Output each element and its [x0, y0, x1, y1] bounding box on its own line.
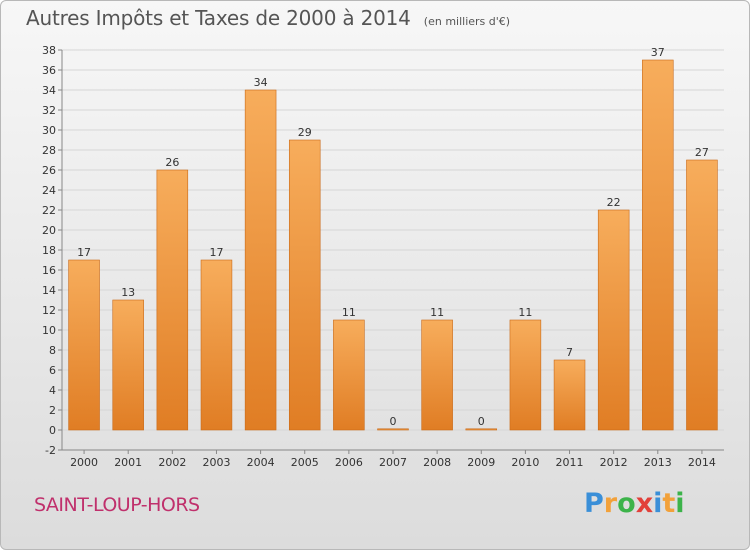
- x-tick-label-2009: 2009: [467, 456, 495, 469]
- chart-subtitle: (en milliers d'€): [423, 15, 511, 28]
- x-tick-label-2014: 2014: [688, 456, 716, 469]
- bar-2012: [597, 209, 630, 431]
- proxiti-logo: Proxiti: [584, 488, 685, 519]
- bar-2004: [244, 89, 277, 431]
- x-tick-label-2010: 2010: [511, 456, 539, 469]
- x-tick-label-2006: 2006: [335, 456, 363, 469]
- logo-letter: i: [675, 488, 685, 519]
- logo-letter: x: [635, 488, 654, 519]
- value-labels: 17 13 26 17 34 29 11 0 11 0 11 7 22 37 27: [77, 46, 709, 428]
- x-tick-label-2011: 2011: [556, 456, 584, 469]
- y-tick-label: 36: [42, 64, 56, 77]
- value-label-2000: 17: [77, 246, 91, 259]
- y-tick-label: 16: [42, 264, 56, 277]
- value-label-2009: 0: [478, 415, 485, 428]
- x-tick-label-2002: 2002: [158, 456, 186, 469]
- y-tick-label: 32: [42, 104, 56, 117]
- bar-2008: [421, 319, 453, 431]
- y-tick-label: -2: [45, 444, 56, 457]
- axes: -202468101214161820222426283032343638200…: [42, 44, 724, 469]
- y-tick-label: 8: [49, 344, 56, 357]
- value-label-2011: 7: [566, 346, 573, 359]
- y-tick-label: 4: [49, 384, 56, 397]
- x-tick-label-2008: 2008: [423, 456, 451, 469]
- bar-2014: [686, 159, 718, 431]
- bar-2000: [68, 259, 100, 431]
- x-tick-label-2012: 2012: [600, 456, 628, 469]
- bar-2003: [200, 259, 233, 431]
- y-tick-label: 0: [49, 424, 56, 437]
- bar-2002: [156, 169, 189, 431]
- y-tick-label: 2: [49, 404, 56, 417]
- chart-title: Autres Impôts et Taxes de 2000 à 2014: [26, 6, 411, 30]
- y-tick-label: 22: [42, 204, 56, 217]
- x-tick-label-2003: 2003: [202, 456, 230, 469]
- value-label-2001: 13: [121, 286, 135, 299]
- y-tick-label: 28: [42, 144, 56, 157]
- y-tick-label: 6: [49, 364, 56, 377]
- y-tick-label: 10: [42, 324, 56, 337]
- y-tick-label: 14: [42, 284, 56, 297]
- logo-letter: i: [653, 488, 663, 519]
- logo-letter: r: [603, 488, 618, 519]
- bar-2005: [288, 139, 321, 431]
- y-tick-label: 12: [42, 304, 56, 317]
- bar-2010: [509, 319, 542, 431]
- logo-letter: o: [617, 488, 636, 519]
- value-label-2002: 26: [165, 156, 179, 169]
- x-tick-label-2007: 2007: [379, 456, 407, 469]
- y-tick-label: 30: [42, 124, 56, 137]
- value-label-2012: 22: [607, 196, 621, 209]
- y-tick-label: 38: [42, 44, 56, 57]
- x-tick-label-2004: 2004: [247, 456, 275, 469]
- value-label-2003: 17: [209, 246, 223, 259]
- bars: [68, 59, 718, 431]
- value-label-2008: 11: [430, 306, 444, 319]
- logo-letter: t: [662, 488, 676, 519]
- value-label-2010: 11: [518, 306, 532, 319]
- bar-2007: [377, 428, 409, 431]
- value-label-2004: 34: [254, 76, 268, 89]
- value-label-2013: 37: [651, 46, 665, 59]
- x-tick-label-2013: 2013: [644, 456, 672, 469]
- bar-2009: [465, 428, 498, 431]
- y-tick-label: 34: [42, 84, 56, 97]
- bar-2006: [333, 319, 365, 431]
- y-tick-label: 20: [42, 224, 56, 237]
- x-tick-label-2001: 2001: [114, 456, 142, 469]
- value-label-2006: 11: [342, 306, 356, 319]
- title-area: Autres Impôts et Taxes de 2000 à 2014 (e…: [26, 6, 510, 30]
- logo-letter: P: [584, 488, 604, 519]
- value-label-2014: 27: [695, 146, 709, 159]
- y-tick-label: 18: [42, 244, 56, 257]
- bar-2001: [112, 299, 144, 431]
- y-tick-label: 24: [42, 184, 56, 197]
- x-tick-label-2005: 2005: [291, 456, 319, 469]
- bar-2013: [642, 59, 674, 431]
- x-tick-label-2000: 2000: [70, 456, 98, 469]
- y-tick-label: 26: [42, 164, 56, 177]
- city-name: SAINT-LOUP-HORS: [34, 494, 200, 516]
- value-label-2007: 0: [390, 415, 397, 428]
- value-label-2005: 29: [298, 126, 312, 139]
- bar-2011: [553, 359, 586, 431]
